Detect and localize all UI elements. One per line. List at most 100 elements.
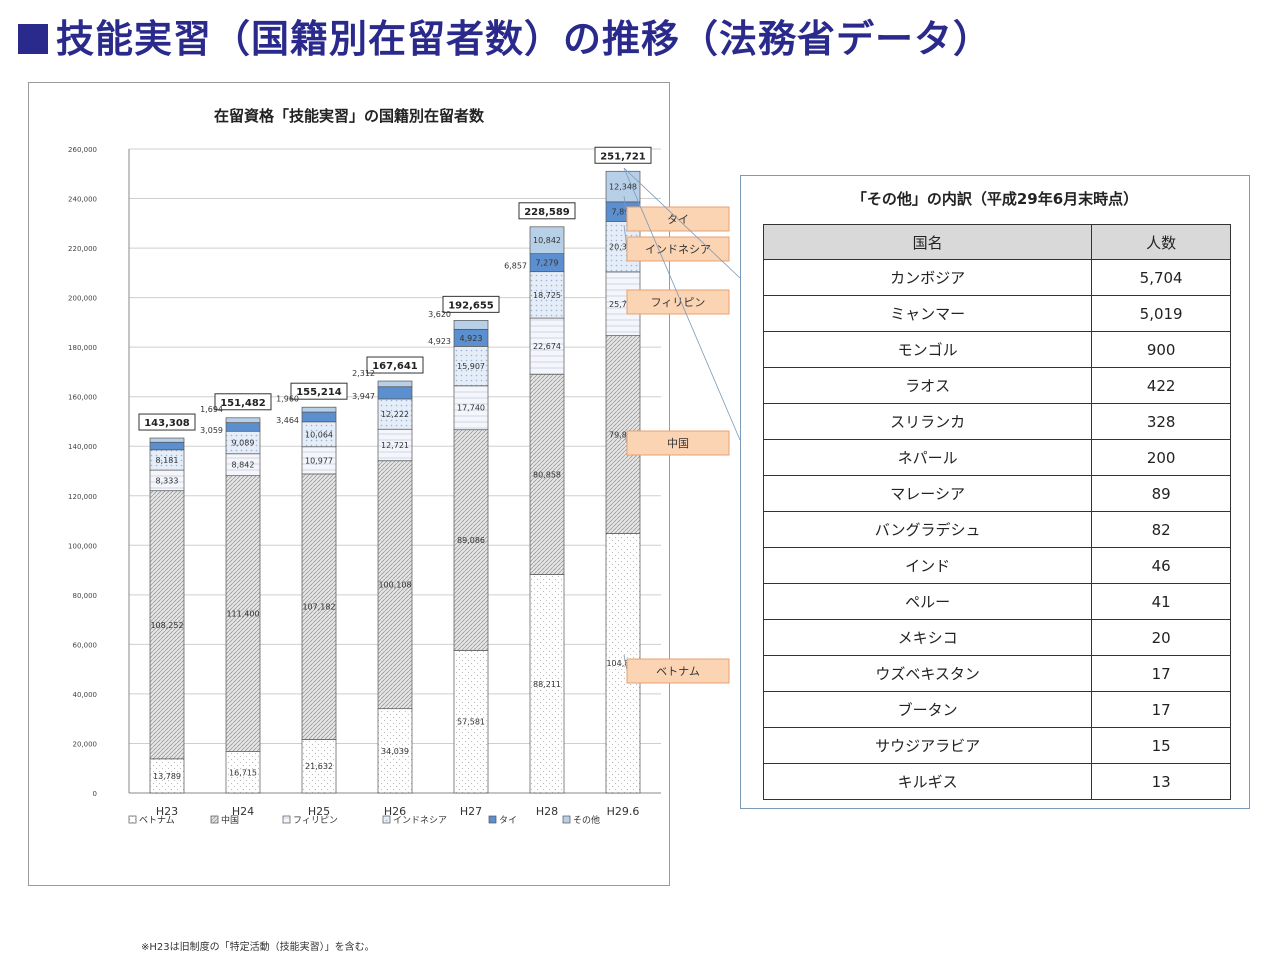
- table-row: カンボジア 5,704: [762, 259, 1231, 296]
- cell-country: モンゴル: [762, 331, 1093, 368]
- data-label: 12,348: [609, 183, 637, 192]
- stacked-bar-chart: 在留資格「技能実習」の国籍別在留者数 0 20,000 40,000 60,000 80…: [68, 107, 661, 826]
- data-label: 7,279: [536, 259, 559, 268]
- bar-segment: [149, 441, 185, 451]
- cell-country: サウジアラビア: [762, 727, 1093, 764]
- cell-country: ミャンマー: [762, 295, 1093, 332]
- bar-segment: [377, 708, 413, 794]
- total-box: [366, 356, 424, 374]
- breakdown-table: 国名 人数 カンボジア 5,704 ミャンマー 5,019 モンゴル 900 ラオス 422 ス…: [762, 224, 1231, 800]
- y-tick-label: 140,000: [68, 443, 97, 451]
- outside-data-label: 3,464: [276, 416, 299, 425]
- data-label: 10,842: [533, 236, 561, 245]
- bar-segment: [377, 380, 413, 388]
- breakdown-panel: 「その他」の内訳（平成29年6月末時点） 国名 人数 カンボジア 5,704 ミャン…: [740, 175, 1250, 809]
- bar-segment: [453, 320, 489, 330]
- data-label: 10,064: [305, 430, 333, 439]
- data-label: 12,222: [381, 410, 409, 419]
- data-label: 7,898: [612, 208, 635, 217]
- legend-swatch: [382, 815, 391, 824]
- data-label: 16,715: [229, 768, 257, 777]
- heading-square-icon: [18, 24, 48, 54]
- data-label: 10,977: [305, 456, 333, 465]
- cell-country: ペルー: [762, 583, 1093, 620]
- bar-segment: [225, 751, 261, 794]
- cell-count: 17: [1091, 691, 1231, 728]
- bar-segment: [301, 406, 337, 413]
- y-tick-label: 260,000: [68, 146, 97, 154]
- cell-count: 17: [1091, 655, 1231, 692]
- y-tick-label: 120,000: [68, 493, 97, 501]
- data-label: 17,740: [457, 404, 485, 413]
- cell-country: スリランカ: [762, 403, 1093, 440]
- cell-count: 46: [1091, 547, 1231, 584]
- total-label: 228,589: [524, 207, 570, 218]
- bar-segment: [149, 437, 185, 443]
- bar-segment: [377, 386, 413, 400]
- outside-data-label: 3,059: [200, 426, 223, 435]
- y-tick-label: 100,000: [68, 542, 97, 550]
- data-label: 80,858: [533, 470, 561, 479]
- x-tick-label: H25: [308, 805, 330, 818]
- data-label: 12,721: [381, 441, 409, 450]
- outside-data-label: 2,312: [352, 369, 375, 378]
- cell-count: 5,704: [1091, 259, 1231, 296]
- bar-segment: [377, 428, 413, 462]
- legend-label: タイ: [499, 815, 517, 826]
- bar-segment: [529, 271, 565, 319]
- callout-label: タイ: [667, 213, 689, 226]
- bar-segment: [529, 373, 565, 575]
- bar-segment: [377, 460, 413, 710]
- cell-count: 900: [1091, 331, 1231, 368]
- legend-label: インドネシア: [393, 815, 447, 826]
- x-tick-label: H27: [460, 805, 482, 818]
- table-row: バングラデシュ 82: [762, 511, 1231, 548]
- outside-data-label: 1,960: [276, 395, 299, 404]
- cell-count: 15: [1091, 727, 1231, 764]
- y-tick-label: 180,000: [68, 344, 97, 352]
- data-label: 111,400: [226, 610, 259, 619]
- bar-segment: [301, 411, 337, 423]
- cell-country: カンボジア: [762, 259, 1093, 296]
- header-country: 国名: [762, 224, 1093, 260]
- data-label: 104,802: [606, 659, 639, 668]
- bar-segment: [453, 346, 489, 387]
- total-box: [290, 382, 348, 400]
- data-label: 9,089: [232, 439, 255, 448]
- x-tick-label: H28: [536, 805, 558, 818]
- data-label: 8,181: [156, 456, 179, 465]
- data-label: 20,374: [609, 243, 637, 252]
- table-row: ペルー 41: [762, 583, 1231, 620]
- page-title: 技能実習（国籍別在留者数）の推移（法務省データ）: [56, 17, 993, 61]
- total-label: 155,214: [296, 387, 342, 398]
- callout-label: 中国: [667, 437, 689, 450]
- y-tick-label: 220,000: [68, 245, 97, 253]
- data-label: 25,740: [609, 300, 637, 309]
- legend-swatch: [488, 815, 497, 824]
- bar-segment: [529, 317, 565, 375]
- total-label: 167,641: [372, 361, 418, 372]
- bar-segment: [225, 422, 261, 432]
- legend-label: その他: [573, 814, 600, 826]
- chart-title: 在留資格「技能実習」の国籍別在留者数: [214, 107, 485, 125]
- cell-count: 82: [1091, 511, 1231, 548]
- table-row: ネパール 200: [762, 439, 1231, 476]
- data-label: 107,182: [302, 603, 335, 612]
- legend-swatch: [128, 815, 137, 824]
- total-box: [214, 393, 272, 411]
- data-label: 4,923: [460, 334, 483, 343]
- outside-data-label: 1,694: [200, 405, 223, 414]
- outside-data-label: 3,620: [428, 310, 451, 319]
- chart-note: ※H23は旧制度の「特定活動（技能実習）」を含む。: [141, 942, 375, 953]
- data-label: 100,108: [378, 581, 411, 590]
- data-label: 8,333: [156, 476, 179, 485]
- legend-label: 中国: [221, 814, 239, 826]
- legend-swatch: [562, 815, 571, 824]
- total-box: [442, 295, 500, 313]
- data-label: 15,907: [457, 362, 485, 371]
- y-tick-label: 240,000: [68, 196, 97, 204]
- legend-swatch: [210, 815, 219, 824]
- cell-country: ブータン: [762, 691, 1093, 728]
- data-label: 79,850: [609, 431, 637, 440]
- cell-country: ラオス: [762, 367, 1093, 404]
